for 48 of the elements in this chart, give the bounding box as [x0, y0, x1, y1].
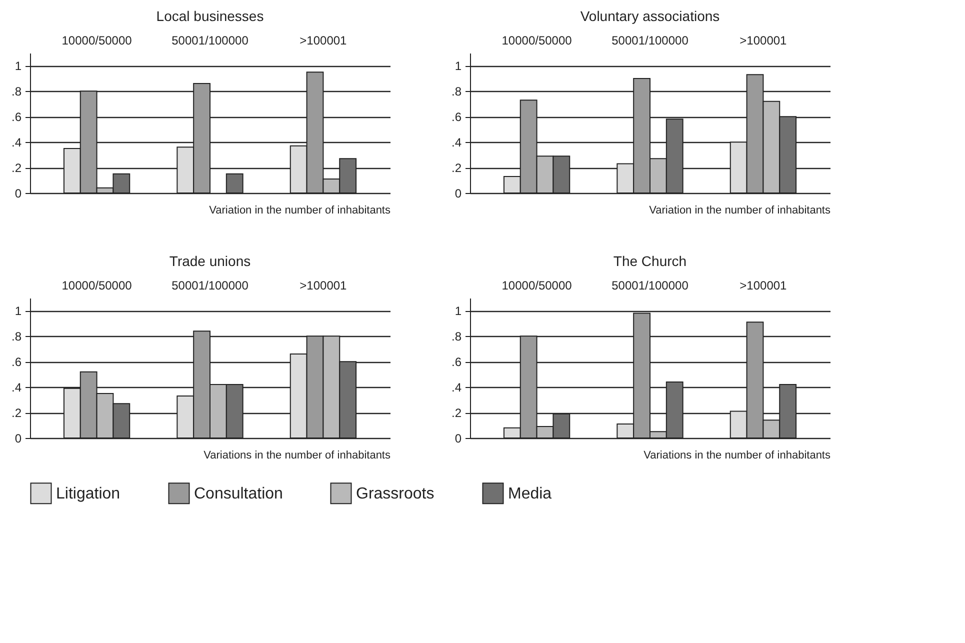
x-tick-label: 50001/100000 — [612, 34, 689, 48]
x-tick-label: >100001 — [740, 278, 788, 292]
y-tick-label: .2 — [11, 406, 22, 420]
x-tick-label: 50001/100000 — [172, 34, 249, 48]
y-tick-label: .2 — [451, 161, 462, 176]
chart-title: The Church — [613, 253, 687, 269]
chart-title: Trade unions — [169, 253, 251, 269]
y-tick-label: 1 — [454, 304, 462, 318]
x-axis-title: Variation in the number of inhabitants — [649, 204, 831, 216]
y-tick-label: 1 — [14, 304, 22, 318]
legend-label: Media — [508, 485, 552, 502]
x-tick-label: 10000/50000 — [62, 278, 132, 292]
legend-label: Grassroots — [356, 485, 434, 502]
y-tick-label: 1 — [454, 59, 462, 74]
x-tick-label: 50001/100000 — [612, 278, 689, 292]
y-tick-label: 0 — [454, 186, 462, 200]
x-tick-label: >100001 — [740, 34, 788, 48]
x-tick-label: 10000/50000 — [502, 34, 572, 48]
chart-title: Voluntary associations — [580, 8, 720, 24]
legend-label: Litigation — [56, 485, 120, 502]
y-tick-label: .6 — [451, 110, 462, 124]
y-tick-label: .8 — [11, 84, 22, 99]
x-tick-label: 10000/50000 — [62, 34, 132, 48]
y-tick-label: .6 — [11, 110, 22, 124]
x-tick-label: >100001 — [300, 34, 348, 48]
y-tick-label: .8 — [451, 330, 462, 344]
y-tick-label: .6 — [11, 355, 22, 370]
x-axis-title: Variation in the number of inhabitants — [209, 204, 391, 216]
y-tick-label: 0 — [454, 432, 462, 446]
y-tick-label: .4 — [451, 380, 462, 395]
x-axis-title: Variations in the number of inhabitants — [204, 450, 391, 462]
chart-title: Local businesses — [156, 8, 264, 24]
x-tick-label: >100001 — [300, 278, 348, 292]
x-axis-title: Variations in the number of inhabitants — [644, 450, 831, 462]
y-tick-label: .2 — [451, 406, 462, 420]
legend-label: Consultation — [194, 485, 283, 502]
y-tick-label: .4 — [11, 380, 22, 395]
y-tick-label: .6 — [451, 355, 462, 370]
y-tick-label: 0 — [14, 432, 22, 446]
y-tick-label: .8 — [11, 330, 22, 344]
y-tick-label: .8 — [451, 84, 462, 99]
y-tick-label: .2 — [11, 161, 22, 176]
y-tick-label: .4 — [11, 136, 22, 150]
x-tick-label: 10000/50000 — [502, 278, 572, 292]
y-tick-label: 0 — [14, 186, 22, 200]
y-tick-label: 1 — [14, 59, 22, 74]
y-tick-label: .4 — [451, 136, 462, 150]
x-tick-label: 50001/100000 — [172, 278, 249, 292]
